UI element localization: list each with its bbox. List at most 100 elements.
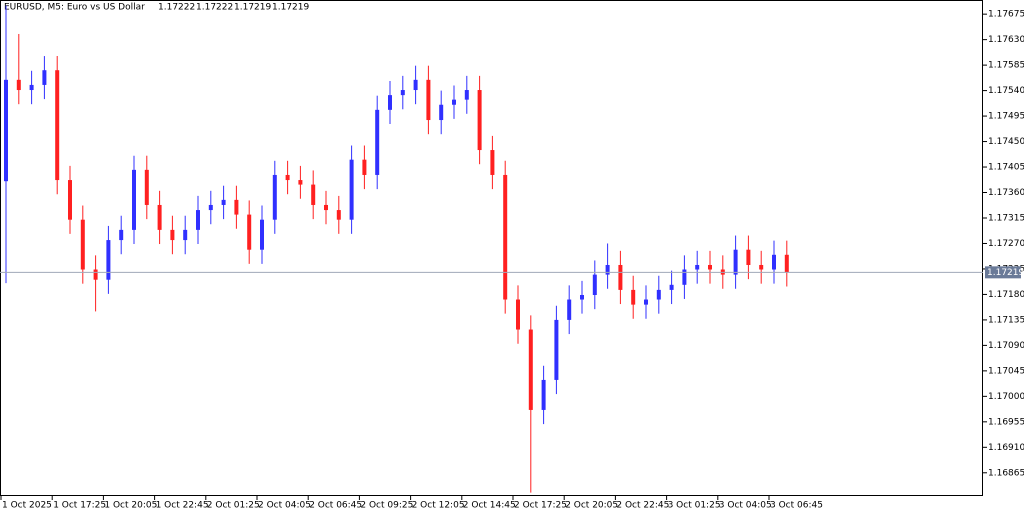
x-tick-label: 1 Oct 17:25 [53, 501, 106, 511]
candle-body [708, 264, 712, 270]
candle-body [554, 319, 559, 380]
y-tick-label: 1.17000 [988, 392, 1024, 402]
candle-body [298, 180, 303, 185]
candle-body [413, 79, 418, 91]
candle-body [285, 174, 290, 181]
candle-body [746, 249, 751, 265]
x-tick-label: 2 Oct 01:25 [207, 501, 260, 511]
x-tick-label: 2 Oct 12:05 [412, 501, 465, 511]
candle-body [644, 299, 648, 305]
candle-body [516, 299, 520, 330]
candle-body [260, 219, 264, 250]
candle-body [234, 199, 239, 215]
y-tick-label: 1.17495 [988, 112, 1024, 122]
candle-body [503, 174, 508, 300]
y-tick-label: 1.17630 [988, 35, 1024, 45]
candle-body [132, 169, 136, 230]
x-tick-label: 1 Oct 20:05 [104, 501, 157, 511]
candle-body [196, 210, 200, 230]
header-price: 1.17222 [196, 3, 233, 13]
candle-body [759, 264, 764, 270]
x-tick-label: 3 Oct 04:05 [719, 501, 772, 511]
candle-body [68, 180, 72, 220]
y-tick-label: 1.16955 [988, 417, 1024, 427]
candle-body [157, 204, 162, 230]
chart-title: EURUSD, M5: Euro vs US Dollar [4, 3, 145, 13]
x-tick-label: 3 Oct 01:25 [668, 501, 721, 511]
candle-body [80, 219, 85, 270]
header-price: 1.17219 [272, 3, 309, 13]
x-tick-label: 1 Oct 2025 [2, 501, 52, 511]
candle-body [362, 159, 367, 175]
candle-body [375, 109, 380, 175]
candle-body [16, 79, 21, 91]
candle-body [426, 79, 431, 121]
y-tick-label: 1.17585 [988, 61, 1024, 71]
y-tick-label: 1.16910 [988, 443, 1024, 453]
candle-body [247, 214, 252, 250]
y-tick-label: 1.17180 [988, 290, 1024, 300]
x-tick-label: 1 Oct 22:45 [156, 501, 209, 511]
x-tick-label: 2 Oct 14:45 [463, 501, 516, 511]
x-tick-label: 2 Oct 04:05 [258, 501, 311, 511]
candle-body [733, 249, 738, 275]
candle-body [93, 269, 98, 280]
y-tick-label: 1.17135 [988, 315, 1024, 325]
header-price: 1.17222 [158, 3, 195, 13]
y-tick-label: 1.17675 [988, 10, 1024, 20]
candle-body [400, 90, 405, 96]
candle-body [42, 70, 47, 85]
candle-body [567, 299, 572, 320]
candle-body [324, 204, 328, 211]
y-tick-label: 1.17450 [988, 137, 1024, 147]
x-tick-label: 2 Oct 09:25 [360, 501, 413, 511]
candle-body [55, 70, 60, 181]
header-price: 1.17219 [234, 3, 271, 13]
candle-body [29, 84, 34, 91]
candle-body [311, 184, 316, 205]
x-tick-label: 3 Oct 06:45 [770, 501, 823, 511]
candle-body [221, 199, 226, 205]
candle-body [695, 264, 700, 270]
plot-frame [0, 0, 983, 496]
last-price-label: 1.17219 [987, 268, 1024, 278]
candle-body [336, 210, 341, 220]
candle-body [439, 104, 444, 121]
candle-body [119, 229, 124, 241]
candle-body [592, 274, 597, 295]
y-tick-label: 1.17045 [988, 366, 1024, 376]
x-tick-label: 2 Oct 17:25 [514, 501, 567, 511]
x-tick-label: 2 Oct 06:45 [309, 501, 362, 511]
candle-body [541, 379, 546, 410]
y-tick-label: 1.17270 [988, 239, 1024, 249]
candle-body [580, 294, 584, 300]
y-tick-label: 1.17315 [988, 213, 1024, 223]
candle-body [605, 264, 610, 275]
x-tick-label: 2 Oct 20:05 [565, 501, 618, 511]
y-tick-label: 1.17090 [988, 341, 1024, 351]
x-tick-label: 2 Oct 22:45 [616, 501, 669, 511]
candle-body [528, 329, 533, 410]
candle-body [388, 95, 392, 110]
candle-body [669, 284, 674, 290]
candle-body [183, 229, 188, 241]
candle-body [490, 150, 495, 175]
candle-body [144, 169, 149, 205]
candle-body [4, 79, 8, 182]
candle-body [349, 159, 354, 220]
candle-body [477, 90, 482, 151]
candle-body [656, 289, 661, 300]
candle-body [618, 264, 623, 290]
candle-body [170, 229, 175, 241]
y-tick-label: 1.17540 [988, 86, 1024, 96]
candle-body [682, 269, 687, 285]
candle-body [272, 174, 277, 220]
candle-body [784, 254, 789, 273]
y-tick-label: 1.16865 [988, 468, 1024, 478]
last-price-box [985, 266, 1021, 279]
y-tick-label: 1.17405 [988, 163, 1024, 173]
candle-body [208, 204, 213, 211]
candle-body [452, 99, 456, 105]
candle-body [772, 254, 776, 270]
candle-body [464, 90, 469, 100]
